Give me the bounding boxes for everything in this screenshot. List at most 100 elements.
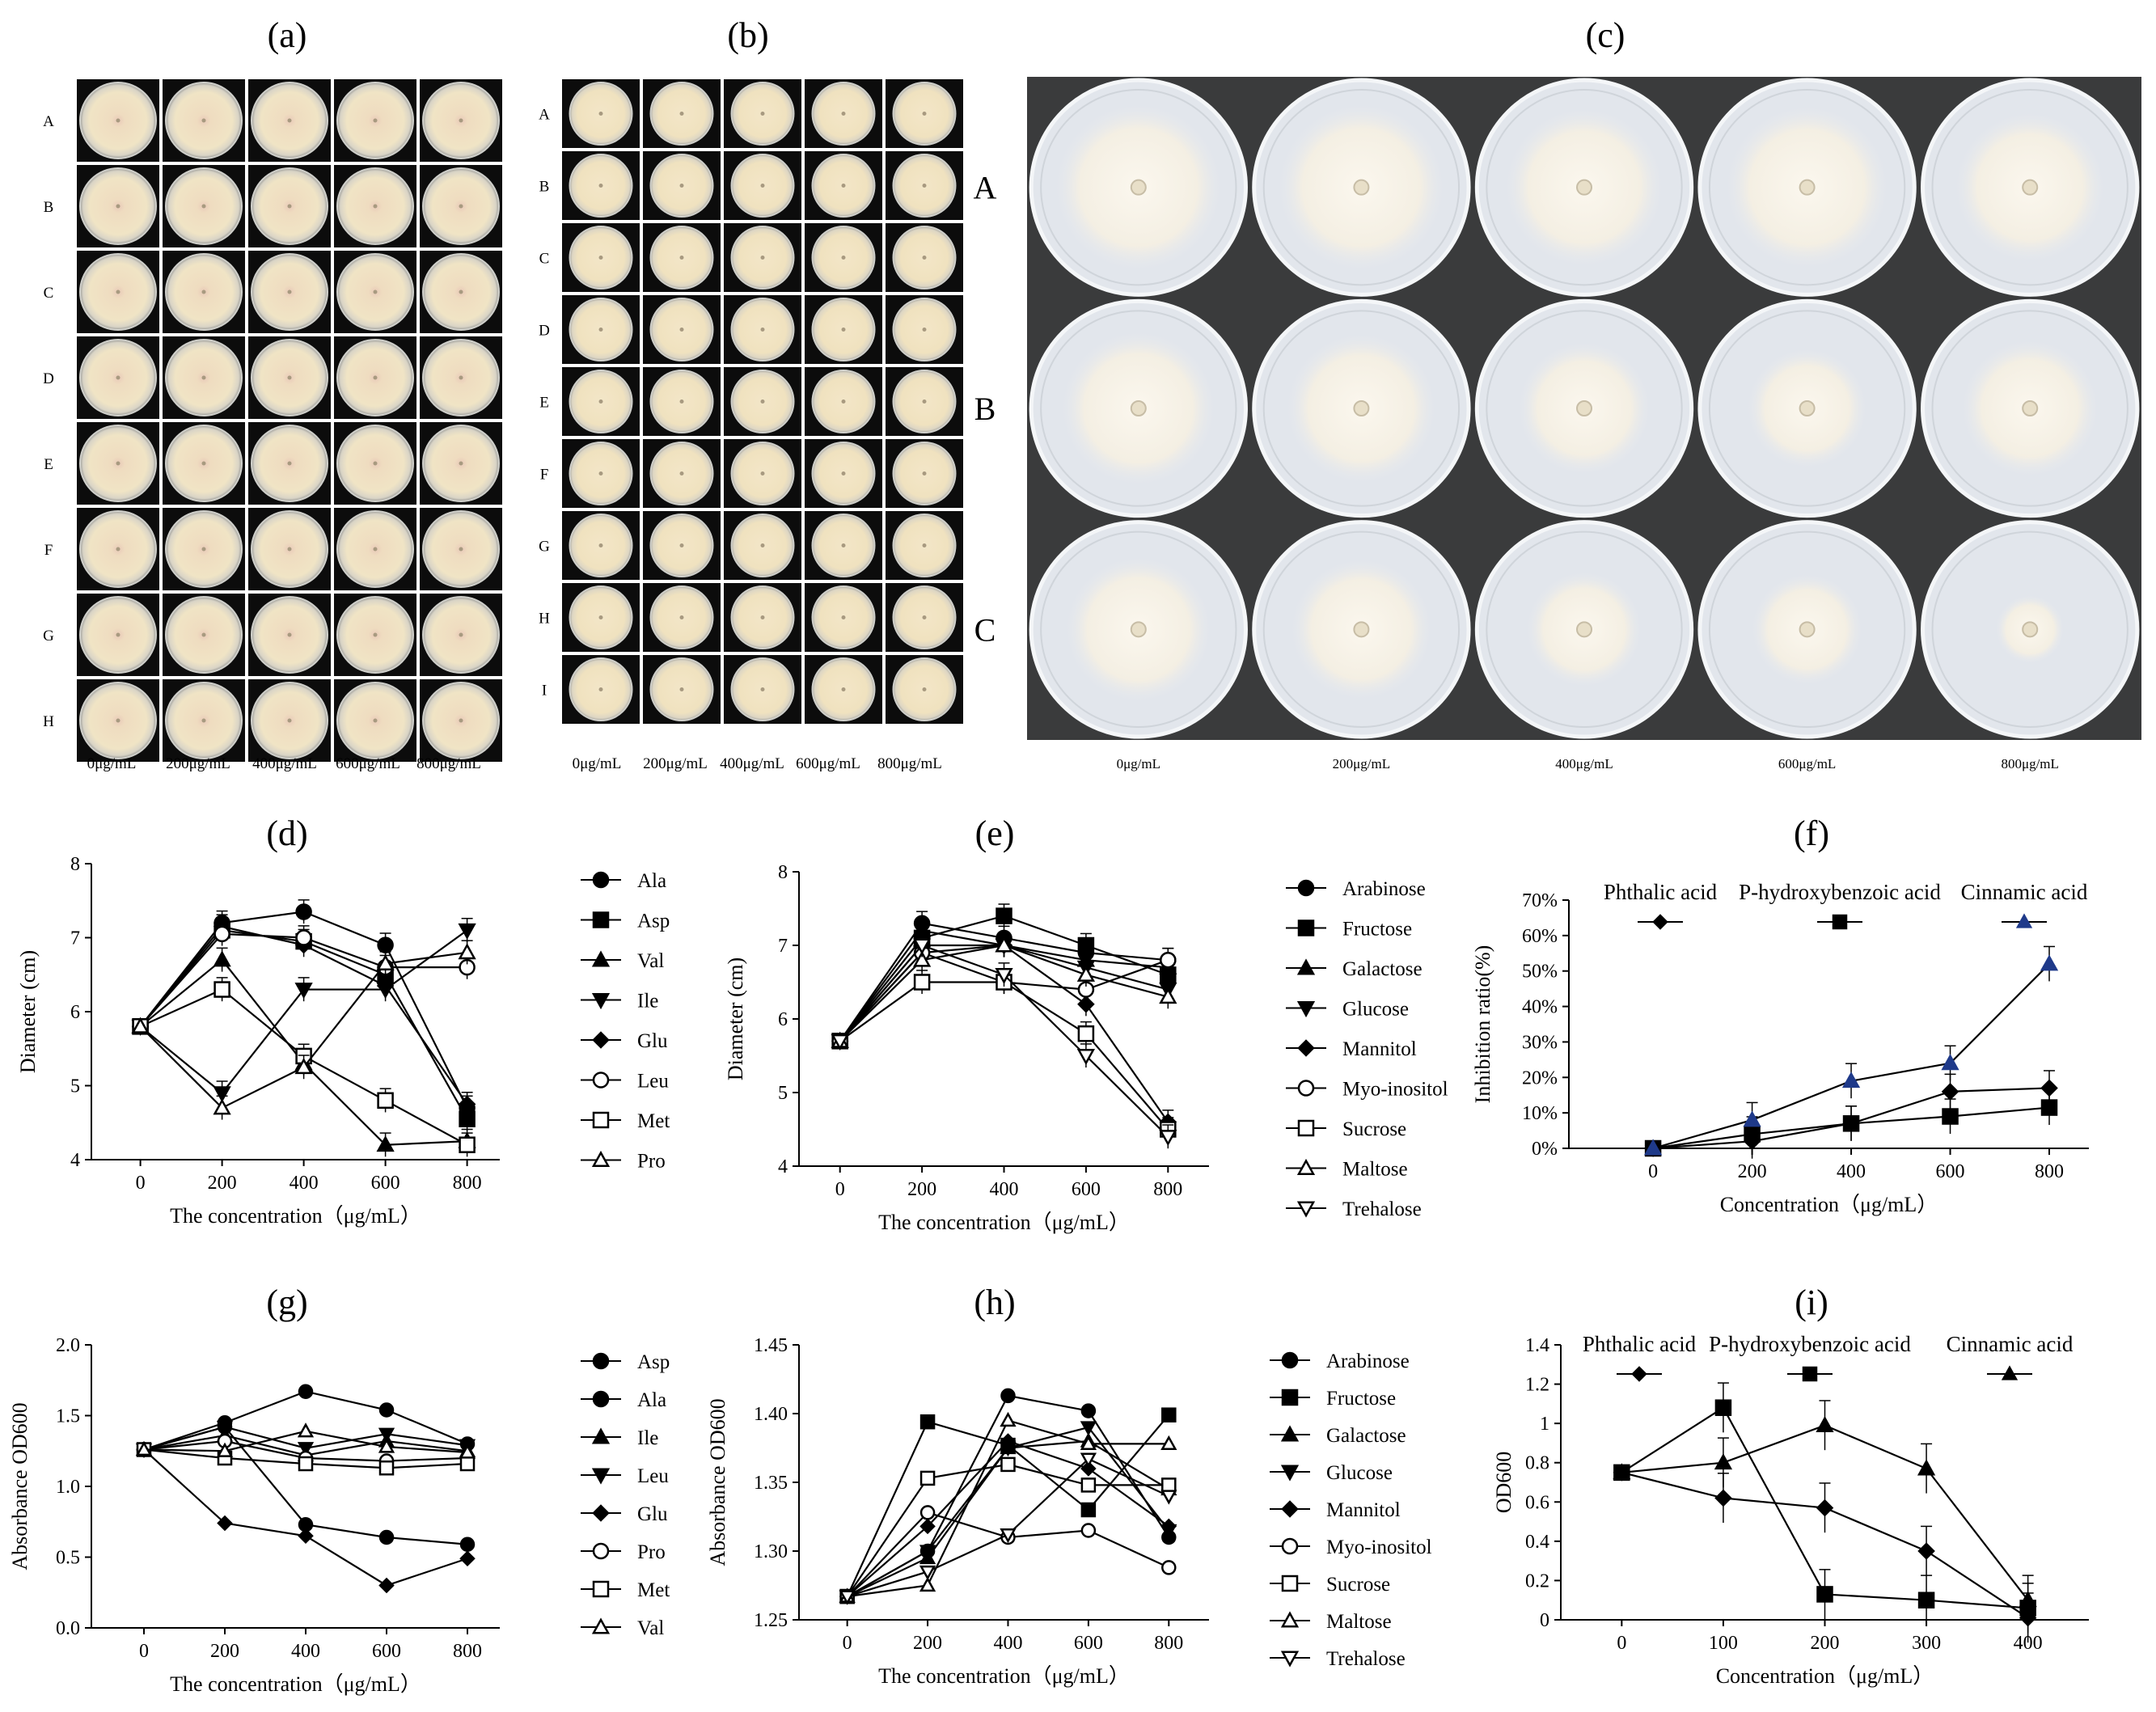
- petri-dish-rim: [1262, 531, 1461, 728]
- concentration-label: 800μg/mL: [2001, 756, 2058, 771]
- data-point: [592, 1504, 610, 1522]
- row-label: D: [539, 323, 550, 340]
- panel-label-i: (i): [1795, 1283, 1828, 1322]
- y-tick-label: 1.4: [1525, 1335, 1549, 1356]
- legend-label: Met: [637, 1579, 670, 1601]
- data-point: [1077, 995, 1095, 1013]
- data-point: [1297, 919, 1315, 936]
- data-point: [1942, 1108, 1959, 1125]
- x-tick-label: 400: [990, 1179, 1019, 1200]
- inoculation-point: [459, 290, 463, 294]
- x-tick-label: 400: [291, 1641, 320, 1662]
- row-label: F: [44, 542, 53, 559]
- data-point: [1160, 1518, 1177, 1535]
- y-tick-label: 1.0: [56, 1477, 80, 1498]
- concentration-label: 200μg/mL: [166, 755, 230, 772]
- legend-label: Arabinose: [1342, 878, 1426, 900]
- inoculation-point: [1799, 621, 1816, 638]
- inoculation-point: [598, 471, 603, 476]
- inoculation-point: [201, 461, 206, 466]
- inoculation-point: [760, 687, 765, 691]
- data-point: [458, 923, 476, 940]
- y-tick-label: 6: [778, 1009, 788, 1030]
- petri-dish-rim: [1931, 310, 2129, 507]
- inoculation-point: [201, 204, 206, 209]
- inoculation-point: [679, 687, 684, 691]
- inoculation-point: [1576, 621, 1592, 638]
- data-point: [1281, 1351, 1299, 1369]
- inoculation-point: [2022, 400, 2039, 416]
- data-point: [1159, 987, 1177, 1004]
- inoculation-point: [116, 547, 120, 552]
- inoculation-point: [1576, 179, 1592, 196]
- data-point: [591, 1468, 611, 1485]
- y-tick-label: 1.5: [56, 1406, 80, 1427]
- row-label: B: [44, 199, 54, 216]
- concentration-label: 600μg/mL: [796, 755, 860, 772]
- data-point: [1296, 1001, 1316, 1018]
- inoculation-point: [679, 184, 684, 188]
- concentration-label: 0μg/mL: [1117, 756, 1160, 771]
- x-axis-title: The concentration（μg/mL）: [878, 1211, 1130, 1234]
- legend-label: Maltose: [1326, 1611, 1392, 1633]
- x-tick-label: 0: [1648, 1161, 1658, 1182]
- petri-dish-rim: [1262, 89, 1461, 286]
- inoculation-point: [841, 687, 846, 691]
- inoculation-point: [679, 112, 684, 116]
- data-point: [996, 907, 1012, 924]
- data-point: [1080, 1452, 1097, 1468]
- inoculation-point: [760, 328, 765, 332]
- data-point: [377, 936, 394, 953]
- data-point: [297, 1422, 315, 1438]
- data-point: [1941, 1083, 1959, 1101]
- concentration-label: 400μg/mL: [252, 755, 317, 772]
- data-point: [378, 1438, 395, 1453]
- data-point: [378, 1460, 395, 1476]
- y-tick-label: 50%: [1522, 962, 1558, 983]
- data-point: [1802, 1366, 1818, 1382]
- inoculation-point: [459, 204, 463, 209]
- data-point: [592, 1072, 610, 1088]
- petri-dish-rim: [1262, 310, 1461, 507]
- data-point: [919, 1518, 936, 1535]
- inoculation-point: [1353, 400, 1370, 416]
- panel-label-c: (c): [1586, 15, 1625, 55]
- data-point: [1832, 914, 1848, 930]
- x-tick-label: 800: [2035, 1161, 2064, 1182]
- data-point: [1297, 1119, 1315, 1137]
- x-tick-label: 600: [1072, 1179, 1101, 1200]
- inoculation-point: [598, 615, 603, 619]
- y-tick-label: 7: [70, 928, 80, 949]
- x-tick-label: 200: [210, 1641, 239, 1662]
- y-tick-label: 8: [70, 854, 80, 875]
- data-point: [592, 1542, 610, 1560]
- data-point: [1816, 1499, 1834, 1517]
- data-point: [294, 983, 313, 1000]
- y-tick-label: 0.8: [1525, 1453, 1549, 1474]
- inoculation-point: [598, 687, 603, 691]
- petri-dish-rim: [1040, 89, 1237, 286]
- inoculation-point: [116, 290, 120, 294]
- x-tick-label: 0: [139, 1641, 149, 1662]
- concentration-label: 400μg/mL: [1555, 756, 1613, 771]
- data-point: [459, 1456, 476, 1472]
- data-point: [1917, 1459, 1936, 1476]
- legend-label: Asp: [637, 1351, 670, 1373]
- y-tick-label: 0: [1540, 1610, 1549, 1631]
- data-point: [1652, 914, 1668, 930]
- data-point: [1080, 1477, 1097, 1493]
- y-axis-title: Absorbance OD600: [8, 1402, 32, 1570]
- data-point: [213, 1086, 231, 1103]
- data-point: [1714, 1399, 1732, 1416]
- data-point: [1917, 1592, 1935, 1608]
- panel-label-e: (e): [975, 814, 1015, 853]
- petri-dish-rim: [1486, 89, 1683, 286]
- data-point: [1160, 1435, 1177, 1451]
- legend-label: Ile: [637, 991, 658, 1012]
- inoculation-point: [201, 547, 206, 552]
- inoculation-point: [922, 687, 927, 691]
- row-label: I: [542, 683, 547, 700]
- inoculation-point: [679, 543, 684, 547]
- legend-label: Mannitol: [1342, 1038, 1417, 1060]
